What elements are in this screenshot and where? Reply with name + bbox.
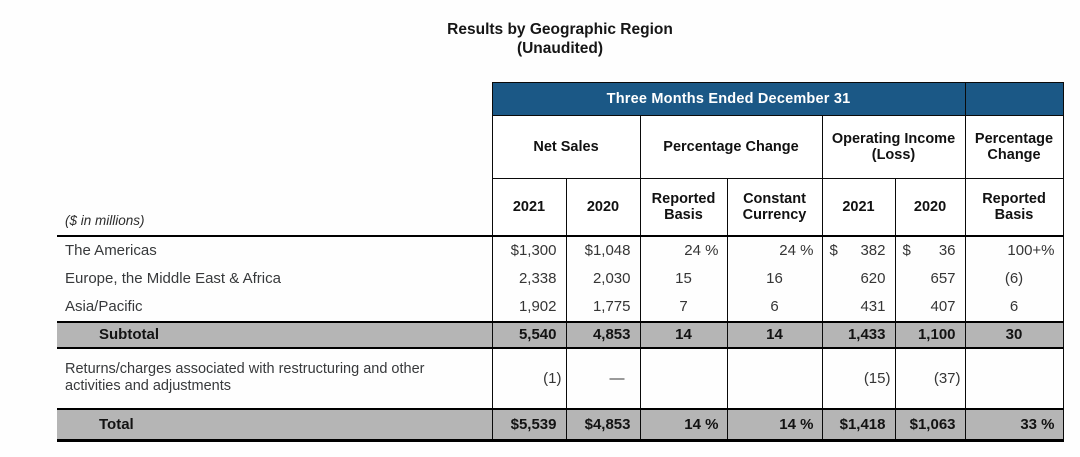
cell-pct-oi <box>964 347 1064 410</box>
cell-pct-oi: 33 % <box>964 408 1064 442</box>
cell-pct-reported: 7 <box>639 292 728 322</box>
cell-oi-2021: $1,418 <box>821 408 896 442</box>
cell-pct-constant: 6 <box>726 292 823 322</box>
cell-oi-2020: $ 36 <box>894 234 966 265</box>
cell-ns-2020: 4,853 <box>565 320 641 349</box>
dollar-sign: $ <box>902 242 911 259</box>
results-table-wrapper: Three Months Ended December 31 Net Sales… <box>57 82 1064 442</box>
column-header-constant-currency: Constant Currency <box>726 178 823 236</box>
cell-oi-2021: 1,433 <box>821 320 896 349</box>
column-header-row: ($ in millions) 2021 2020 Reported Basis… <box>57 178 1064 236</box>
cell-ns-2021: $5,539 <box>491 408 567 442</box>
cell-pct-constant: 14 % <box>726 408 823 442</box>
cell-ns-2021: (1) <box>491 347 567 410</box>
page-title: Results by Geographic Region (Unaudited) <box>57 20 1063 58</box>
title-line-2: (Unaudited) <box>516 40 604 57</box>
spacer-cell <box>57 116 492 179</box>
results-table: Three Months Ended December 31 Net Sales… <box>57 82 1064 442</box>
cell-pct-oi: 30 <box>964 320 1064 349</box>
cell-oi-2021: 620 <box>821 264 896 293</box>
column-header-ns-2020: 2020 <box>565 178 641 236</box>
oi-2020-value: 36 <box>938 242 956 259</box>
row-the-americas: The Americas $1,300 $1,048 24 % 24 % $ 3… <box>57 234 1064 265</box>
cell-ns-2020: 2,030 <box>565 264 641 293</box>
period-header-extension <box>964 82 1064 116</box>
group-header-net-sales: Net Sales <box>491 115 641 179</box>
period-header-row: Three Months Ended December 31 <box>57 82 1064 116</box>
dollar-sign: $ <box>829 242 838 259</box>
row-label: Asia/Pacific <box>65 298 143 315</box>
cell-pct-oi: 100+% <box>964 234 1064 265</box>
cell-pct-oi: (6) <box>964 264 1064 293</box>
row-label: Subtotal <box>57 320 492 349</box>
row-asia-pacific: Asia/Pacific 1,902 1,775 7 6 431 407 6 <box>57 292 1064 322</box>
group-header-row: Net Sales Percentage Change Operating In… <box>57 115 1064 179</box>
column-header-ns-2021: 2021 <box>491 178 567 236</box>
cell-ns-2021: 5,540 <box>491 320 567 349</box>
column-header-oi-2021: 2021 <box>821 178 896 236</box>
cell-ns-2020: — <box>565 347 641 410</box>
cell-oi-2020: 407 <box>894 292 966 322</box>
row-total: Total $5,539 $4,853 14 % 14 % $1,418 $1,… <box>57 408 1064 442</box>
cell-pct-reported: 14 % <box>639 408 728 442</box>
row-label: Europe, the Middle East & Africa <box>65 270 281 287</box>
dollar-split-cell: $ 36 <box>896 242 964 259</box>
cell-oi-2020: (37) <box>894 347 966 410</box>
cell-oi-2021: (15) <box>821 347 896 410</box>
cell-pct-constant: 24 % <box>726 234 823 265</box>
cell-oi-2020: $1,063 <box>894 408 966 442</box>
group-header-operating-income: Operating Income (Loss) <box>821 115 966 179</box>
row-label: The Americas <box>57 234 492 265</box>
cell-oi-2020: 657 <box>894 264 966 293</box>
row-subtotal: Subtotal 5,540 4,853 14 14 1,433 1,100 3… <box>57 320 1064 349</box>
oi-2021-value: 382 <box>860 242 886 259</box>
period-header: Three Months Ended December 31 <box>491 82 966 116</box>
cell-pct-reported: 15 <box>639 264 728 293</box>
cell-pct-constant: 14 <box>726 320 823 349</box>
cell-pct-reported: 14 <box>639 320 728 349</box>
cell-oi-2021: $ 382 <box>821 234 896 265</box>
cell-pct-constant: 16 <box>726 264 823 293</box>
column-header-reported-basis-2: Reported Basis <box>964 178 1064 236</box>
unit-note: ($ in millions) <box>65 212 145 228</box>
column-header-reported-basis: Reported Basis <box>639 178 728 236</box>
cell-ns-2020: $1,048 <box>565 234 641 265</box>
cell-ns-2021: $1,300 <box>491 234 567 265</box>
group-header-percentage-change-2: Percentage Change <box>964 115 1064 179</box>
row-label: Returns/charges associated with restruct… <box>57 347 492 410</box>
cell-ns-2021: 2,338 <box>491 264 567 293</box>
cell-oi-2020: 1,100 <box>894 320 966 349</box>
spacer-cell <box>57 83 492 116</box>
cell-pct-constant <box>726 347 823 410</box>
group-header-percentage-change: Percentage Change <box>639 115 823 179</box>
row-label: Total <box>57 408 492 442</box>
title-line-1: Results by Geographic Region <box>447 21 673 38</box>
cell-pct-reported <box>639 347 728 410</box>
cell-oi-2021: 431 <box>821 292 896 322</box>
column-header-oi-2020: 2020 <box>894 178 966 236</box>
cell-pct-oi: 6 <box>964 292 1064 322</box>
row-restructuring: Returns/charges associated with restruct… <box>57 347 1064 410</box>
dollar-split-cell: $ 382 <box>823 242 894 259</box>
cell-ns-2021: 1,902 <box>491 292 567 322</box>
row-europe-middle-east-africa: Europe, the Middle East & Africa 2,338 2… <box>57 264 1064 293</box>
cell-pct-reported: 24 % <box>639 234 728 265</box>
cell-ns-2020: $4,853 <box>565 408 641 442</box>
cell-ns-2020: 1,775 <box>565 292 641 322</box>
